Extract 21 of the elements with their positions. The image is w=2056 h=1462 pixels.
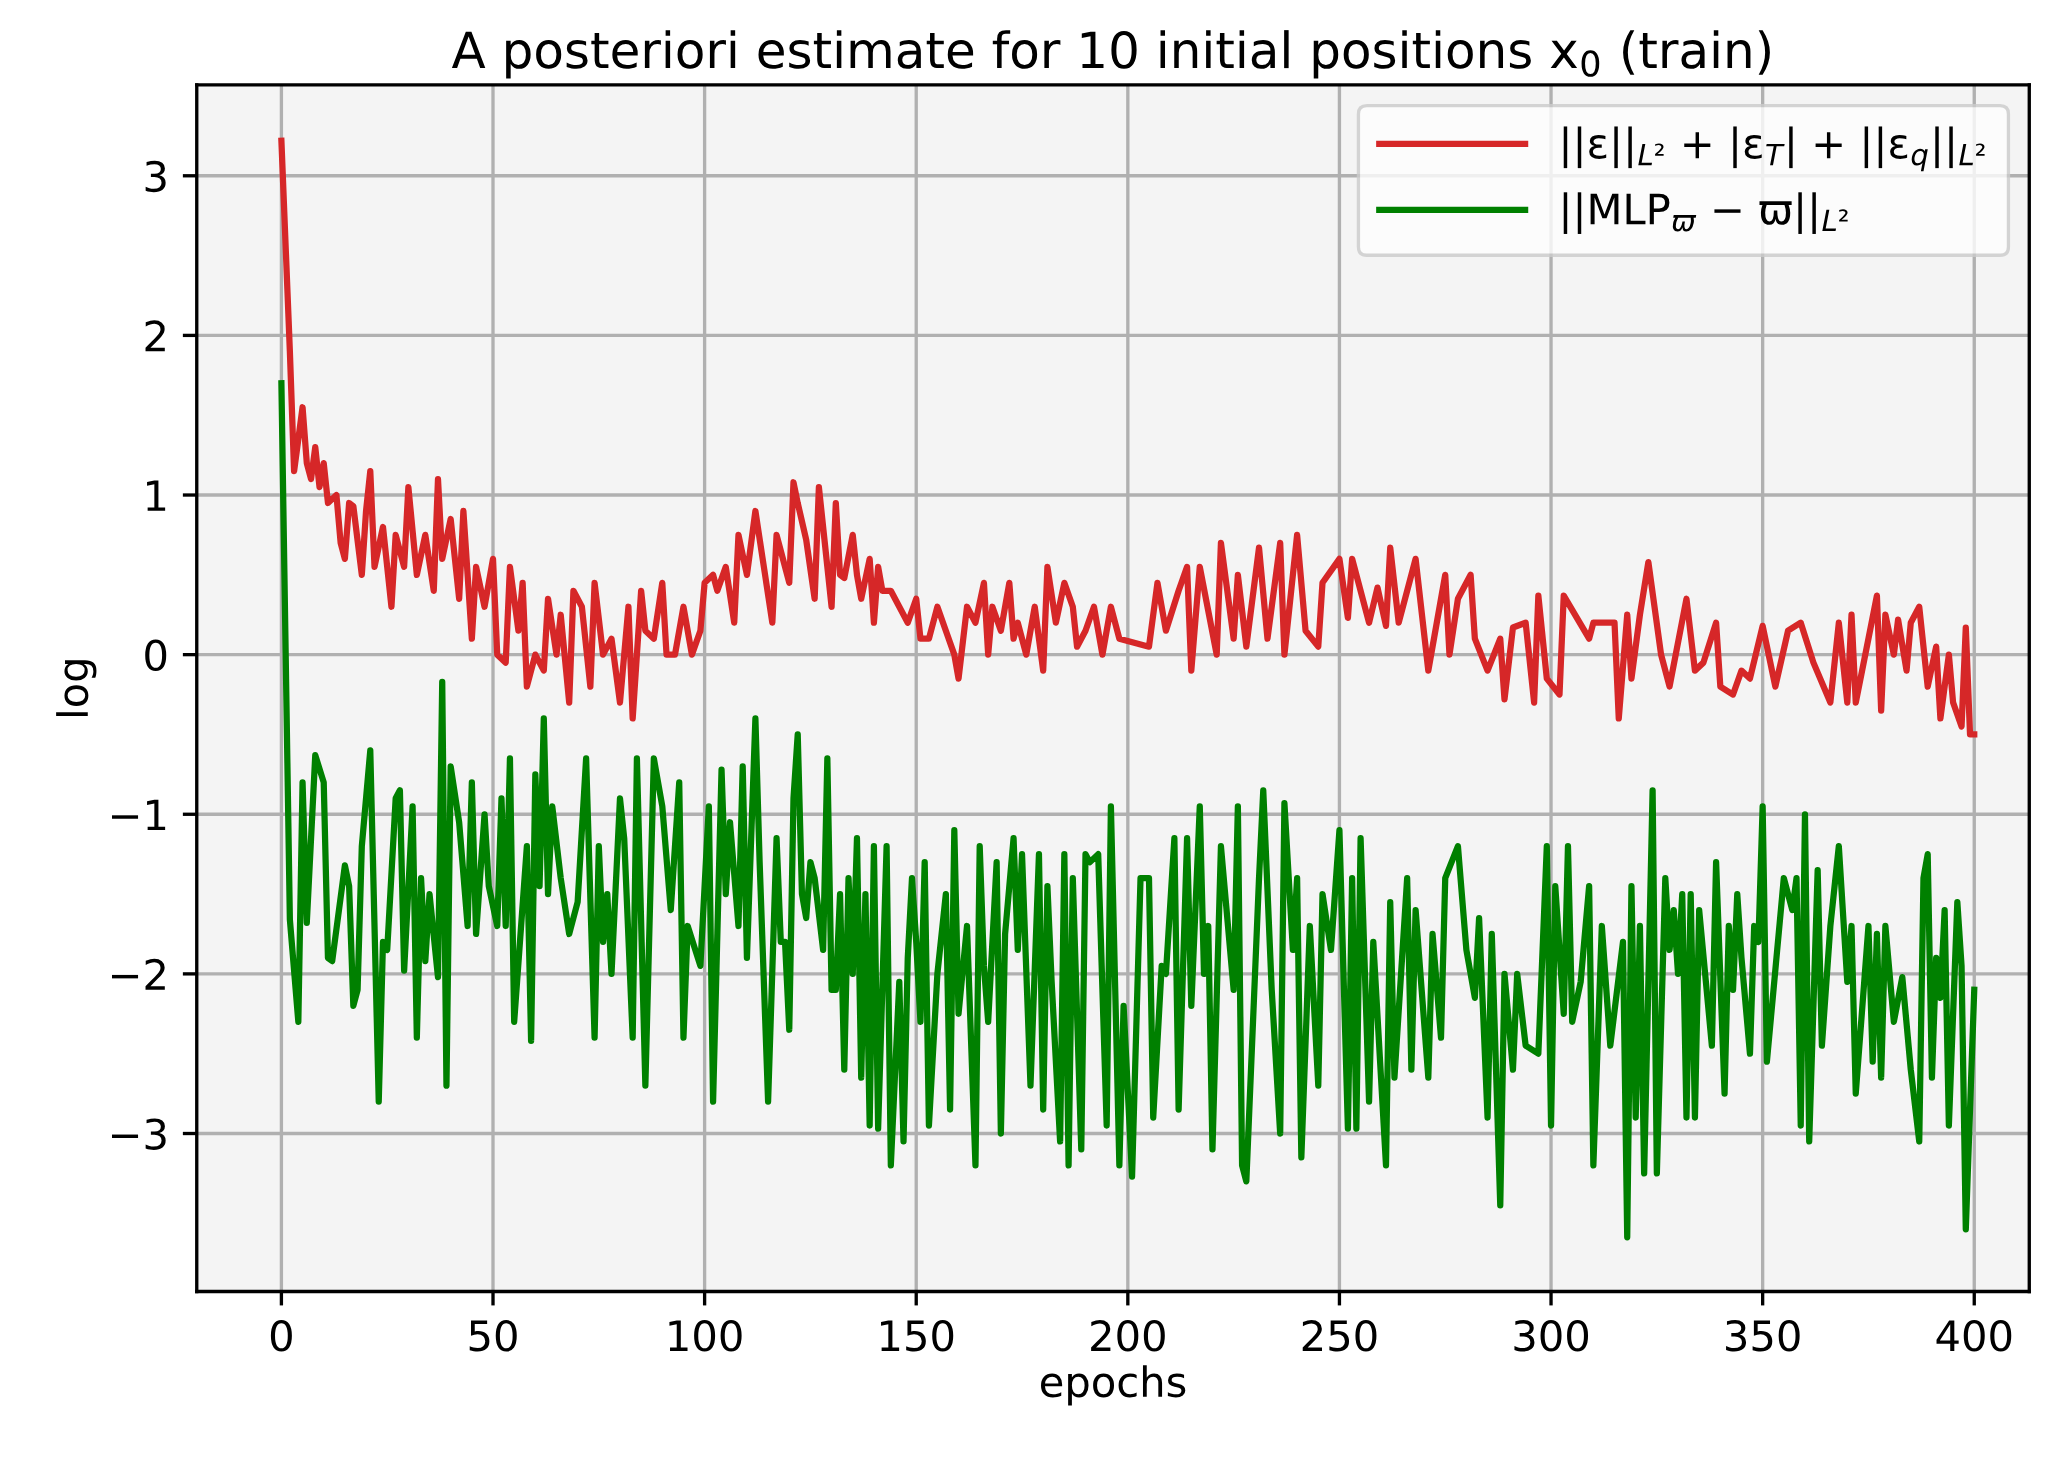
y-axis-title: log	[56, 660, 97, 716]
y-tick-label: −3	[111, 1118, 166, 1150]
y-tick-label: −2	[111, 958, 165, 990]
x-tick-label: 100	[669, 1320, 742, 1352]
x-tick-label: 400	[1936, 1320, 2012, 1352]
x-axis-title: epochs	[1041, 1365, 1186, 1406]
x-tick-label: 0	[270, 1320, 292, 1352]
x-tick-label: 50	[469, 1320, 517, 1352]
y-tick-label: 0	[145, 639, 167, 672]
chart-title: A posteriori estimate for 10 initial positions x$_{0}$ (train)	[451, 30, 1770, 79]
x-tick-label: 350	[1726, 1320, 1800, 1352]
x-tick-label: 150	[881, 1320, 954, 1352]
y-tick-label: 2	[145, 320, 165, 352]
x-tick-label: 200	[1091, 1320, 1165, 1352]
legend-label: ||ε||$_{L²}$ + |ε$_{T}$| + ||ε$_{q}$||$_{L²}$	[1563, 126, 1985, 172]
legend-label: ||MLP$_{ϖ}$ − ϖ||$_{L²}$	[1563, 192, 1848, 234]
x-tick-label: 300	[1514, 1320, 1589, 1352]
x-tick-label: 250	[1302, 1320, 1377, 1352]
y-tick-label: 3	[145, 160, 166, 193]
y-tick-label: 1	[147, 480, 166, 511]
y-tick-label: −1	[111, 799, 166, 831]
